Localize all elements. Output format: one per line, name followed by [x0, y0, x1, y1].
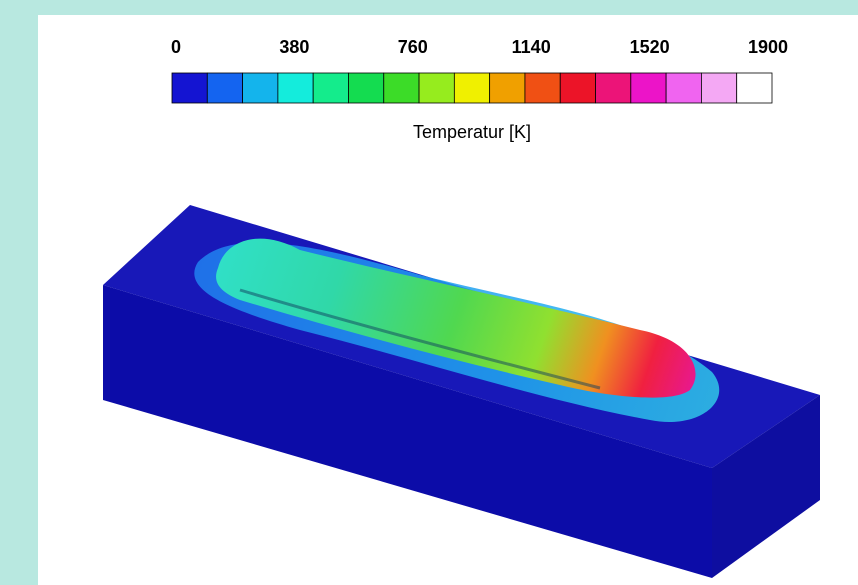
color-swatch	[206, 72, 243, 104]
color-swatch	[630, 72, 667, 104]
color-swatch	[595, 72, 632, 104]
weld-bead	[216, 238, 696, 398]
color-swatch	[453, 72, 491, 104]
bead-shadow	[239, 288, 601, 390]
color-swatch	[418, 72, 455, 104]
color-swatch	[736, 72, 773, 104]
front-face	[103, 285, 712, 578]
color-swatch	[665, 72, 702, 104]
tick-label: 1520	[630, 37, 670, 57]
tick-label: 1900	[748, 37, 788, 57]
color-swatch	[171, 72, 208, 104]
color-swatch	[701, 72, 738, 104]
side-face	[712, 395, 820, 578]
tick-label: 0	[171, 37, 181, 57]
color-swatch	[348, 72, 385, 104]
tick-label: 760	[398, 37, 428, 57]
colorbar: 0 380 760 1140 1520 1900	[171, 37, 788, 104]
color-swatch	[242, 72, 279, 104]
color-swatch	[277, 72, 314, 104]
colorbar-label: Temperatur [K]	[413, 122, 531, 142]
color-swatch	[383, 72, 420, 104]
tick-label: 1140	[512, 37, 551, 57]
block	[103, 205, 820, 578]
color-swatch	[559, 72, 596, 104]
color-swatch	[489, 72, 526, 104]
tick-label: 380	[279, 37, 309, 57]
color-swatch	[524, 72, 561, 104]
color-swatch	[312, 72, 349, 104]
